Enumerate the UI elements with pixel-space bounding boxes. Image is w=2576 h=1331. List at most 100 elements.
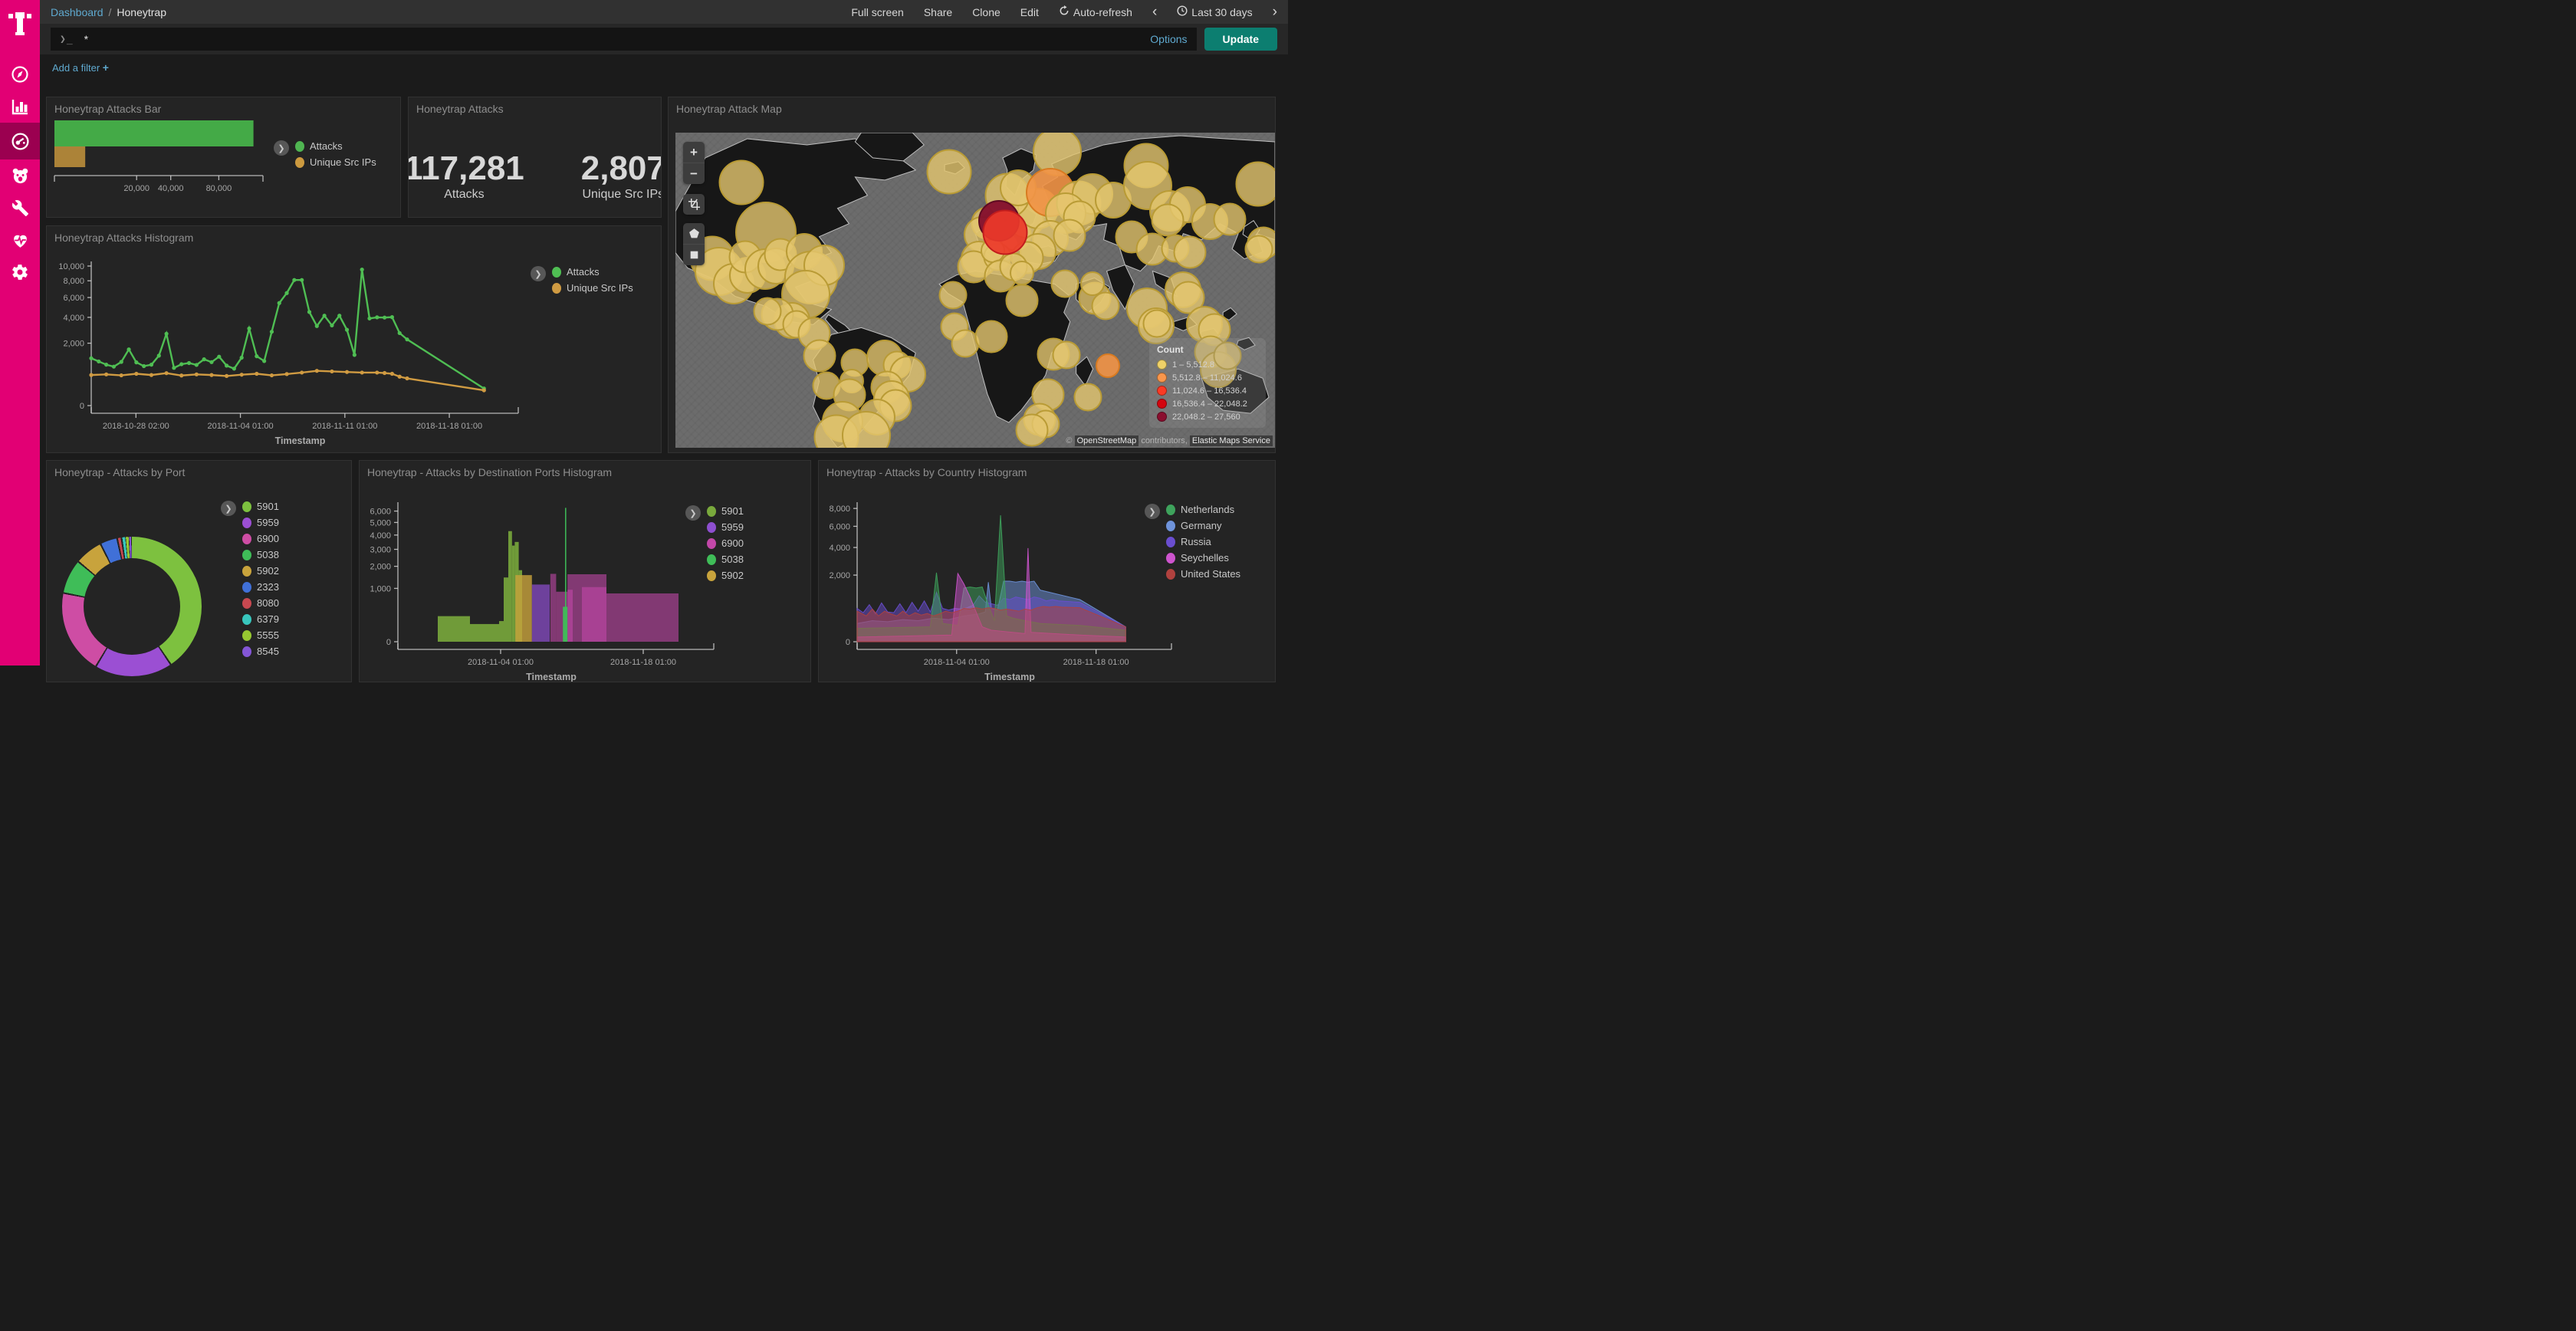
attack-bubble xyxy=(1015,413,1048,447)
legend-item-5959[interactable]: 5959 xyxy=(242,517,279,528)
rectangle-tool-button[interactable] xyxy=(683,245,705,265)
legend-item-United States[interactable]: United States xyxy=(1166,568,1240,580)
legend-item-Germany[interactable]: Germany xyxy=(1166,520,1240,531)
legend-toggle[interactable]: ❯ xyxy=(1145,504,1160,519)
time-range-picker[interactable]: Last 30 days xyxy=(1177,5,1253,18)
legend-item-6900[interactable]: 6900 xyxy=(242,533,279,544)
legend-item-Seychelles[interactable]: Seychelles xyxy=(1166,552,1240,564)
legend-item-5902[interactable]: 5902 xyxy=(707,570,744,581)
legend-label: Attacks xyxy=(310,140,343,152)
legend-item-2323[interactable]: 2323 xyxy=(242,581,279,593)
sidebar-item-tpot-bear[interactable] xyxy=(0,159,40,192)
attack-bubble xyxy=(1235,161,1275,207)
map-legend-item: 16,536.4 – 22,048.2 xyxy=(1157,399,1258,409)
legend-label: 8545 xyxy=(257,646,279,657)
svg-text:40,000: 40,000 xyxy=(158,184,184,193)
legend-item-5902[interactable]: 5902 xyxy=(242,565,279,577)
attack-bubble xyxy=(1053,219,1086,252)
attack-bubble xyxy=(974,320,1008,353)
menu-edit[interactable]: Edit xyxy=(1020,5,1039,18)
query-input-box[interactable]: ❯_ Options xyxy=(51,28,1197,51)
legend-item-5038[interactable]: 5038 xyxy=(242,549,279,560)
osm-link[interactable]: OpenStreetMap xyxy=(1074,435,1139,446)
legend-label: Seychelles xyxy=(1181,552,1229,564)
panel-country-histogram: Honeytrap - Attacks by Country Histogram… xyxy=(818,460,1276,682)
legend-item-Unique Src IPs[interactable]: Unique Src IPs xyxy=(552,282,633,294)
attack-bubble xyxy=(1073,383,1102,412)
sidebar-item-dashboard[interactable] xyxy=(0,123,40,159)
menu-auto-refresh[interactable]: Auto-refresh xyxy=(1059,5,1132,18)
legend-label: 5038 xyxy=(721,554,744,565)
svg-text:8,000: 8,000 xyxy=(63,277,84,286)
legend-item-5959[interactable]: 5959 xyxy=(707,521,744,533)
sidebar-item-devtools[interactable] xyxy=(0,192,40,224)
time-prev-button[interactable]: ‹ xyxy=(1152,3,1158,20)
port-donut-chart[interactable] xyxy=(62,537,202,676)
add-filter-link[interactable]: Add a filter + xyxy=(52,61,109,74)
legend-item-Unique Src IPs[interactable]: Unique Src IPs xyxy=(295,156,376,168)
polygon-tool-button[interactable] xyxy=(683,223,705,245)
svg-text:6,000: 6,000 xyxy=(370,508,391,517)
breadcrumb-separator: / xyxy=(108,5,112,18)
bear-face-icon xyxy=(11,166,30,186)
legend-item-5555[interactable]: 5555 xyxy=(242,629,279,641)
legend-swatch xyxy=(242,629,251,641)
zoom-in-button[interactable]: + xyxy=(683,142,705,163)
panel-title: Honeytrap - Attacks by Destination Ports… xyxy=(367,466,613,478)
legend-swatch xyxy=(242,565,251,577)
sidebar-item-discover[interactable] xyxy=(0,58,40,90)
legend-item-8545[interactable]: 8545 xyxy=(242,646,279,657)
metric-group: 117,281 Attacks 2,807 Unique Src IPs xyxy=(409,152,661,202)
crop-tool-button[interactable] xyxy=(683,194,705,215)
metric-unique-src-ips: 2,807 Unique Src IPs xyxy=(581,152,661,202)
attack-bubble xyxy=(718,159,764,205)
legend-toggle[interactable]: ❯ xyxy=(221,501,236,516)
query-input[interactable] xyxy=(82,32,1145,46)
legend-item-Attacks[interactable]: Attacks xyxy=(552,266,633,278)
legend-label: 5902 xyxy=(257,565,279,577)
update-button[interactable]: Update xyxy=(1204,28,1277,51)
svg-text:80,000: 80,000 xyxy=(206,184,232,193)
legend-swatch xyxy=(1157,412,1167,422)
legend-swatch xyxy=(1166,520,1175,531)
map-attribution: © OpenStreetMap contributors, Elastic Ma… xyxy=(1066,435,1273,446)
svg-text:1,000: 1,000 xyxy=(370,584,391,593)
compass-icon xyxy=(11,65,29,84)
legend-item-6900[interactable]: 6900 xyxy=(707,537,744,549)
legend-toggle[interactable]: ❯ xyxy=(531,266,546,281)
top-menu: Full screen Share Clone Edit Auto-refres… xyxy=(851,4,1277,21)
query-options-link[interactable]: Options xyxy=(1150,33,1188,45)
legend-label: Attacks xyxy=(567,266,600,278)
legend-item-Netherlands[interactable]: Netherlands xyxy=(1166,504,1240,515)
legend-swatch xyxy=(552,266,561,278)
sidebar-item-monitoring[interactable] xyxy=(0,224,40,256)
legend-item-5901[interactable]: 5901 xyxy=(707,505,744,517)
legend-item-Attacks[interactable]: Attacks xyxy=(295,140,376,152)
legend-item-6379[interactable]: 6379 xyxy=(242,613,279,625)
sidebar-item-management[interactable] xyxy=(0,256,40,288)
legend-item-5901[interactable]: 5901 xyxy=(242,501,279,512)
menu-share[interactable]: Share xyxy=(923,5,953,18)
map-crop-control xyxy=(683,194,705,215)
legend-label: Unique Src IPs xyxy=(310,156,376,168)
breadcrumb-dashboard-link[interactable]: Dashboard xyxy=(51,5,104,18)
breadcrumb-current: Honeytrap xyxy=(117,5,166,18)
legend-swatch xyxy=(707,505,716,517)
legend-toggle[interactable]: ❯ xyxy=(685,505,701,521)
legend-item-Russia[interactable]: Russia xyxy=(1166,536,1240,547)
map-draw-controls xyxy=(683,223,705,265)
world-map[interactable]: + − Count 1 xyxy=(675,133,1275,448)
attack-bubble xyxy=(1052,340,1081,370)
menu-clone[interactable]: Clone xyxy=(972,5,1001,18)
sidebar-item-visualize[interactable] xyxy=(0,90,40,123)
zoom-out-button[interactable]: − xyxy=(690,166,698,181)
legend-toggle[interactable]: ❯ xyxy=(274,140,289,156)
menu-full-screen[interactable]: Full screen xyxy=(851,5,904,18)
legend-item-5038[interactable]: 5038 xyxy=(707,554,744,565)
dest-ports-chart: 0 1,000 2,000 3,000 4,000 5,000 6,000 2018-11-0… xyxy=(363,490,723,682)
legend-swatch xyxy=(1166,552,1175,564)
legend-item-8080[interactable]: 8080 xyxy=(242,597,279,609)
ems-link[interactable]: Elastic Maps Service xyxy=(1189,435,1273,446)
time-next-button[interactable]: › xyxy=(1272,3,1277,20)
main-area: Dashboard / Honeytrap Full screen Share … xyxy=(40,0,1288,682)
